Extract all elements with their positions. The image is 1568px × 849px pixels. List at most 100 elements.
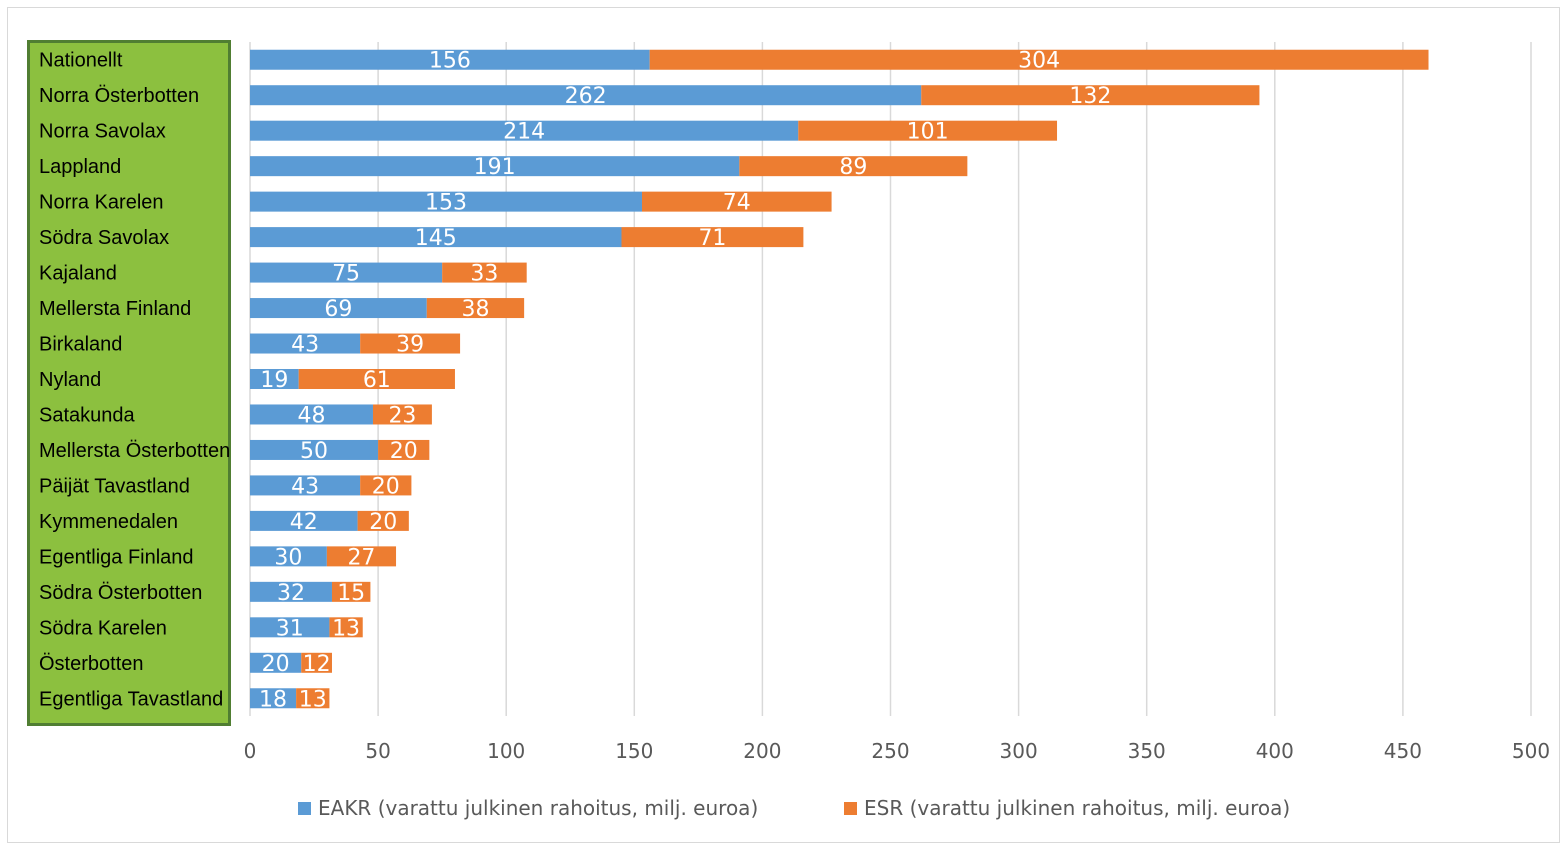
legend-swatch	[298, 802, 311, 815]
bar-segment-esr	[298, 369, 455, 389]
category-label: Nyland	[39, 369, 101, 391]
x-tick-label: 300	[1000, 739, 1038, 763]
data-label: 101	[907, 120, 949, 145]
bar-segment-esr	[326, 546, 397, 567]
bar-segment-eakr	[250, 439, 379, 460]
bar-segment-eakr	[250, 49, 650, 70]
data-label: 43	[291, 474, 319, 499]
bar-segment-eakr	[250, 227, 622, 248]
data-label: 42	[290, 510, 318, 535]
bar-segment-eakr	[250, 581, 332, 602]
bar-segment-eakr	[250, 298, 427, 319]
data-label: 20	[262, 652, 290, 677]
data-label: 20	[390, 439, 418, 464]
x-tick-label: 100	[487, 739, 525, 763]
data-label: 30	[274, 545, 302, 570]
x-tick-label: 350	[1128, 739, 1166, 763]
data-label: 50	[300, 439, 328, 464]
x-tick-label: 50	[365, 739, 390, 763]
data-label: 15	[337, 581, 365, 606]
data-label: 214	[503, 120, 545, 145]
data-label: 20	[369, 510, 397, 535]
data-label: 132	[1069, 84, 1111, 109]
data-label: 75	[332, 262, 360, 287]
bar-segment-esr	[372, 404, 432, 425]
bar-segment-esr	[921, 85, 1260, 106]
bar-segment-eakr	[250, 617, 330, 638]
category-label: Södra Österbotten	[39, 582, 202, 604]
data-label: 71	[698, 226, 726, 251]
category-label: Österbotten	[39, 653, 144, 675]
bar-segment-esr	[649, 49, 1429, 70]
bar-segment-eakr	[250, 546, 327, 567]
data-label: 48	[297, 403, 325, 428]
bar-segment-esr	[301, 652, 332, 673]
data-label: 31	[276, 616, 304, 641]
legend-label: ESR (varattu julkinen rahoitus, milj. eu…	[864, 796, 1290, 820]
bar-segment-eakr	[250, 120, 799, 141]
bar-segment-esr	[378, 439, 430, 460]
bar-segment-eakr	[250, 475, 361, 496]
x-tick-label: 0	[244, 739, 257, 763]
bar-segment-esr	[331, 581, 371, 602]
category-label: Kymmenedalen	[39, 511, 178, 533]
data-label: 18	[259, 687, 287, 712]
data-label: 32	[277, 581, 305, 606]
bar-segment-esr	[357, 510, 409, 531]
bar-segment-eakr	[250, 85, 922, 106]
data-label: 13	[299, 687, 327, 712]
bar-segment-esr	[798, 120, 1058, 141]
data-label: 13	[332, 616, 360, 641]
data-label: 39	[396, 333, 424, 358]
bar-segment-esr	[442, 262, 527, 283]
bar-segment-esr	[329, 617, 363, 638]
legend-label: EAKR (varattu julkinen rahoitus, milj. e…	[318, 796, 758, 820]
data-label: 23	[388, 403, 416, 428]
category-label: Norra Savolax	[39, 121, 166, 143]
data-label: 43	[291, 333, 319, 358]
bar-segment-eakr	[250, 688, 297, 709]
data-label: 61	[363, 368, 391, 393]
category-label: Norra Karelen	[39, 192, 164, 214]
x-tick-label: 400	[1256, 739, 1294, 763]
x-tick-label: 150	[615, 739, 653, 763]
category-label-panel	[27, 40, 231, 726]
bar-segment-eakr	[250, 510, 358, 531]
x-tick-label: 450	[1384, 739, 1422, 763]
bar-segment-esr	[621, 227, 804, 248]
category-label: Egentliga Finland	[39, 546, 194, 568]
bar-segment-eakr	[250, 262, 443, 283]
category-label: Södra Savolax	[39, 227, 169, 249]
bar-segment-esr	[360, 333, 461, 354]
data-label: 304	[1018, 49, 1060, 74]
x-tick-label: 500	[1512, 739, 1550, 763]
legend: EAKR (varattu julkinen rahoitus, milj. e…	[298, 796, 1290, 820]
data-label: 33	[470, 262, 498, 287]
data-label: 262	[565, 84, 607, 109]
bar-segment-esr	[296, 688, 330, 709]
x-tick-label: 250	[871, 739, 909, 763]
category-label: Mellersta Finland	[39, 298, 191, 320]
category-label: Södra Karelen	[39, 617, 167, 639]
bar-segment-esr	[360, 475, 412, 496]
data-label: 89	[839, 155, 867, 180]
bar-segment-eakr	[250, 652, 302, 673]
data-label: 153	[425, 191, 467, 216]
category-labels: Nationellt Norra Österbotten Norra Savolax…	[39, 50, 230, 711]
data-label: 38	[461, 297, 489, 322]
bar-segment-eakr	[250, 156, 740, 177]
x-axis-ticks: 0 50 100 150 200 250 300 350 400 450 500	[244, 739, 1550, 763]
data-label: 74	[723, 191, 751, 216]
bar-segment-esr	[641, 191, 832, 212]
bar-segment-esr	[739, 156, 968, 177]
data-label: 191	[474, 155, 516, 180]
category-label: Satakunda	[39, 404, 136, 426]
category-label: Lappland	[39, 156, 121, 178]
data-label: 27	[347, 545, 375, 570]
bars: 156 304 262 132 214 101 191 89 153 74 145 71 75 33 69 3…	[250, 49, 1429, 712]
category-label: Birkaland	[39, 334, 122, 356]
data-label: 20	[372, 474, 400, 499]
x-tick-label: 200	[743, 739, 781, 763]
category-label: Egentliga Tavastland	[39, 688, 223, 710]
